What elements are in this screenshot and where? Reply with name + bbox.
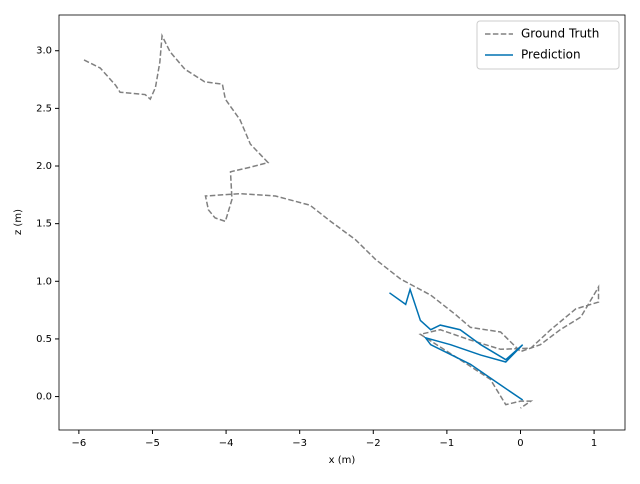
x-tick-label: 0 [517,438,523,449]
y-tick-label: 0.5 [36,334,52,345]
x-tick-label: −5 [145,438,160,449]
legend-box [476,20,620,70]
x-axis-label: x (m) [329,455,356,466]
y-tick-label: 0.0 [36,392,52,403]
y-tick-label: 3.0 [36,46,52,57]
x-tick-label: −1 [440,438,455,449]
x-tick-label: −2 [366,438,381,449]
y-tick-label: 1.0 [36,276,52,287]
y-tick-label: 2.0 [36,161,52,172]
legend-label: Prediction [521,48,581,62]
x-tick-label: −6 [71,438,86,449]
x-tick-label: −4 [219,438,234,449]
plot-frame [58,14,626,431]
x-tick-label: −3 [292,438,307,449]
x-tick-label: 1 [591,438,597,449]
series-line [83,33,600,409]
legend-label: Ground Truth [521,27,599,41]
series-line [389,286,524,401]
y-tick-label: 2.5 [36,103,52,114]
y-axis-label: z (m) [13,209,24,235]
y-tick-label: 1.5 [36,219,52,230]
